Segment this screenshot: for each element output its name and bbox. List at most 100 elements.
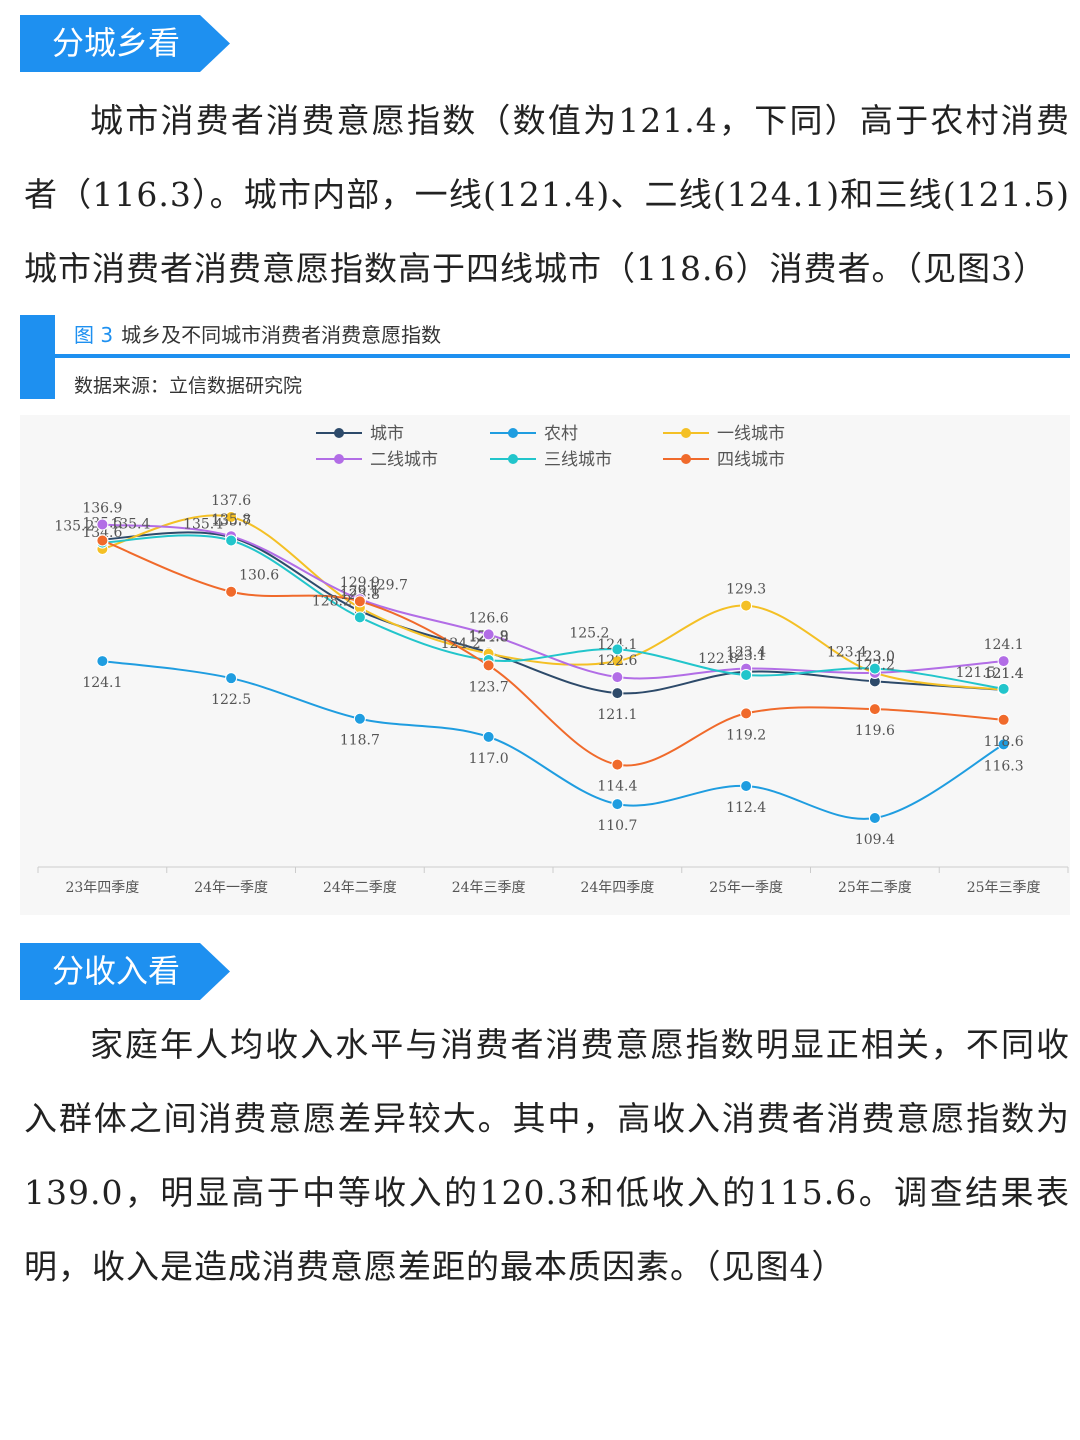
data-point [868,662,881,675]
data-label: 119.6 [855,723,895,739]
legend-marker [334,454,344,464]
x-tick-label: 24年一季度 [194,880,268,896]
data-point [96,655,109,668]
data-label: 123.4 [726,645,766,661]
data-point [353,712,366,725]
data-label: 129.3 [726,582,766,598]
data-point [740,707,753,720]
data-point [868,812,881,824]
x-tick-label: 24年四季度 [580,880,654,896]
data-label: 130.6 [239,568,279,584]
section-heading: 分收入看 [20,943,230,1000]
data-label: 129.9 [340,575,380,591]
legend-label: 三线城市 [544,450,612,470]
legend-marker [508,454,518,464]
data-label: 135.4 [110,516,150,532]
data-label: 123.0 [855,649,895,665]
data-point [868,703,881,716]
data-point [611,671,624,684]
chart: 23年四季度 24年一季度 24年二季度 24年三季度 24年四季度 25年一季度 25年二… [20,415,1070,915]
legend-marker [334,428,344,438]
data-point [225,511,238,523]
data-label: 125.2 [569,625,609,641]
data-point [740,599,753,612]
data-label: 128.2 [312,593,352,609]
data-label: 124.1 [82,675,122,691]
data-label: 129.7 [368,577,408,593]
data-point [225,534,238,547]
data-label: 114.4 [597,779,637,795]
legend-marker [508,428,518,438]
x-tick-label: 25年一季度 [709,880,783,896]
series-line [102,539,1004,767]
data-point [997,713,1010,726]
data-point [997,682,1010,695]
data-point [353,611,366,624]
data-point [740,668,753,681]
legend-marker [681,454,691,464]
data-label: 121.4 [984,666,1024,682]
figure-caption: 图 3 城乡及不同城市消费者消费意愿指数 [74,319,441,348]
data-label: 123.7 [469,679,509,695]
data-label: 135.8 [211,512,251,528]
series-line [102,534,1004,690]
legend-label: 四线城市 [717,450,785,470]
rule [55,354,1070,358]
figure-header: 图 3 城乡及不同城市消费者消费意愿指数 数据来源：立信数据研究院 [20,315,1070,399]
paragraph: 家庭年人均收入水平与消费者消费意愿指数明显正相关，不同收入群体之间消费意愿差异较… [24,1025,1070,1286]
paragraph: 城市消费者消费意愿指数（数值为121.4，下同）高于农村消费者（116.3）。城… [24,101,1070,288]
data-label: 116.3 [984,758,1024,774]
data-label: 121.1 [597,707,637,723]
data-label: 129.1 [340,584,380,600]
x-tick-label: 25年二季度 [838,880,912,896]
legend-label: 一线城市 [717,424,785,444]
data-label: 126.6 [469,610,509,626]
data-label: 112.4 [726,800,766,816]
figure-number: 图 3 [74,323,114,347]
data-label: 122.8 [698,651,738,667]
data-point [225,672,238,685]
data-label: 124.2 [441,636,481,652]
series-line [102,660,1005,820]
data-label: 135.2 [54,519,94,535]
legend-label: 城市 [370,424,404,444]
data-point [96,518,109,531]
data-point [740,779,753,792]
data-point [611,655,624,668]
legend-label: 农村 [544,424,578,444]
data-label: 137.6 [211,493,251,509]
data-point [997,738,1010,751]
data-label: 121.4 [984,666,1024,682]
data-label: 136.9 [82,500,122,516]
data-label: 118.6 [984,734,1024,750]
series-line [102,531,1004,695]
data-point [353,595,366,608]
data-label: 134.6 [82,525,122,541]
legend-label: 二线城市 [370,450,438,470]
section-heading: 分城乡看 [20,15,230,72]
data-point [997,655,1010,668]
data-label: 109.4 [855,832,895,848]
data-point [96,534,109,547]
data-point [611,758,624,771]
data-label: 119.2 [726,727,766,743]
x-tick-label: 23年四季度 [65,880,139,896]
data-point [482,730,495,743]
data-point [611,798,624,811]
x-tick-label: 24年三季度 [452,880,526,896]
data-point [225,585,238,598]
data-label: 122.6 [597,653,637,669]
accent-bar [20,315,55,399]
data-point [482,659,495,672]
x-tick-label: 25年三季度 [967,880,1041,896]
data-label: 123.0 [855,649,895,665]
legend-marker [681,428,691,438]
data-label: 110.7 [597,818,637,834]
data-point [611,643,624,656]
data-label: 121.5 [956,665,996,681]
data-label: 117.0 [469,751,509,767]
data-label: 135.4 [183,516,223,532]
data-label: 123.1 [726,648,766,664]
data-label: 118.7 [340,733,380,749]
